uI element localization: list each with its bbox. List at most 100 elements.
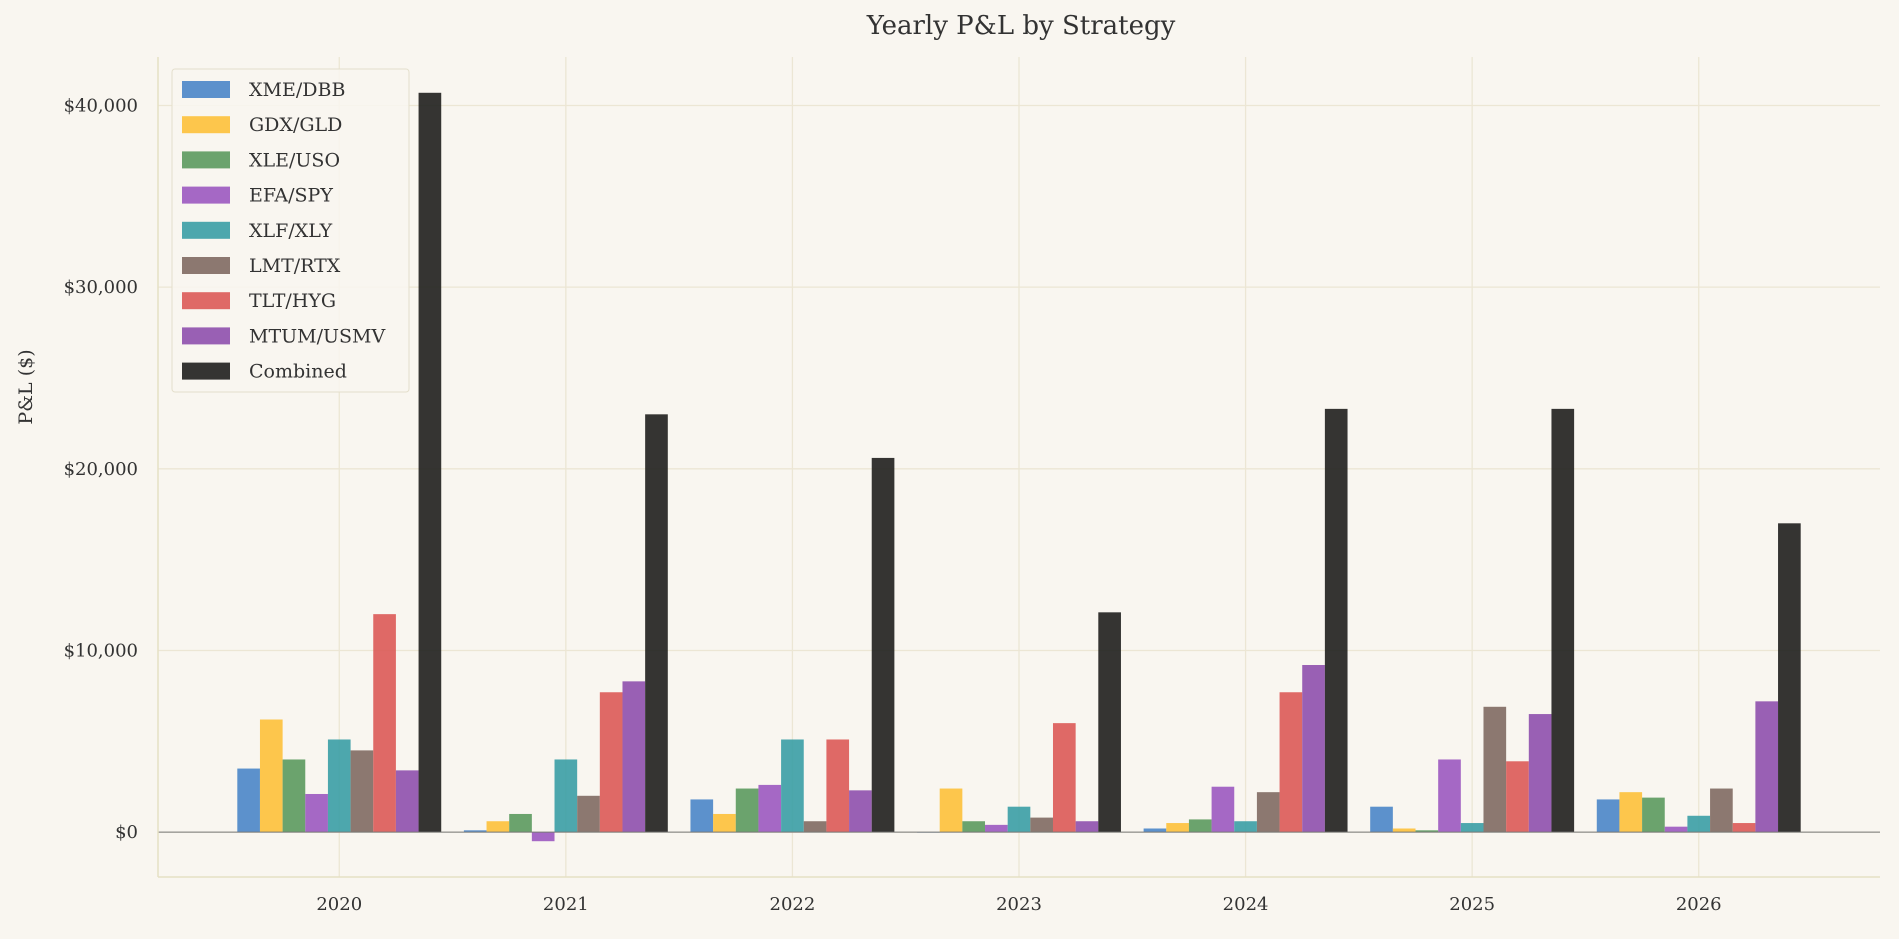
bar-lmt-rtx-2026 [1710,788,1733,833]
bar-tlt-hyg-2023 [1052,723,1076,833]
y-tick-label: $10,000 [64,640,138,661]
bar-efa-spy-2023 [985,824,1008,833]
legend-label: XLE/USO [249,149,340,171]
legend-label: XME/DBB [249,79,345,101]
bar-lmt-rtx-2022 [803,821,827,833]
legend-label: EFA/SPY [249,185,333,207]
x-tick-label: 2023 [996,894,1042,915]
bar-combined-2023 [1098,612,1121,833]
bar-mtum-usmv-2021 [622,681,646,833]
bar-combined-2020 [418,92,442,833]
bar-xlf-xly-2023 [1007,806,1031,833]
bar-xme-dbb-2026 [1596,799,1620,833]
bar-xme-dbb-2024 [1143,828,1167,833]
legend-swatch [182,292,230,310]
x-tick-label: 2022 [770,894,816,915]
legend-label: LMT/RTX [249,255,341,277]
bar-tlt-hyg-2020 [373,614,396,833]
bar-tlt-hyg-2022 [826,739,850,833]
bar-tlt-hyg-2026 [1732,823,1756,833]
bar-gdx-gld-2020 [259,719,283,833]
bar-tlt-hyg-2024 [1279,692,1303,833]
bar-efa-spy-2026 [1664,826,1688,833]
bar-lmt-rtx-2023 [1030,817,1053,833]
bar-mtum-usmv-2025 [1528,714,1552,833]
bar-xle-uso-2025 [1415,830,1439,833]
x-tick-label: 2020 [316,894,362,915]
x-tick-label: 2025 [1449,894,1495,915]
bar-mtum-usmv-2020 [395,770,419,833]
bar-gdx-gld-2025 [1392,828,1416,833]
chart-title: Yearly P&L by Strategy [866,11,1176,41]
bars [237,92,1801,842]
bar-mtum-usmv-2024 [1302,665,1325,833]
legend: XME/DBB GDX/GLD XLE/USO EFA/SPY XLF/XLY LMT/R… [171,68,410,393]
legend-label: GDX/GLD [249,114,342,136]
bar-gdx-gld-2024 [1166,823,1189,833]
bar-xle-uso-2023 [962,821,986,833]
y-tick-label: $0 [115,822,138,843]
bar-combined-2025 [1551,408,1575,833]
bar-lmt-rtx-2020 [350,750,374,833]
bar-xme-dbb-2020 [237,768,260,833]
bar-lmt-rtx-2021 [577,795,600,833]
x-tick-label: 2026 [1676,894,1722,915]
legend-swatch [182,151,230,169]
bar-combined-2021 [645,414,668,833]
legend-swatch [182,81,230,98]
bar-xle-uso-2021 [509,813,532,833]
bar-gdx-gld-2021 [486,821,510,833]
legend-label: Combined [249,361,347,383]
legend-swatch [182,327,230,345]
y-tick-label: $20,000 [64,459,138,480]
bar-xle-uso-2020 [282,759,306,833]
bar-mtum-usmv-2023 [1075,821,1099,833]
bar-xme-dbb-2022 [690,799,714,833]
axes: $0 $10,000 $20,000 $30,000 $40,000 2020 2021 20… [64,57,1880,915]
bar-xme-dbb-2021 [463,830,487,833]
bar-efa-spy-2020 [305,793,328,833]
bar-efa-spy-2021 [531,832,555,842]
bar-gdx-gld-2026 [1619,792,1643,833]
bar-combined-2026 [1778,523,1801,833]
legend-swatch [182,362,230,380]
legend-label: TLT/HYG [249,290,336,312]
bar-efa-spy-2022 [758,784,782,833]
bar-xlf-xly-2022 [781,739,804,833]
legend-swatch [182,186,230,204]
legend-box [171,68,410,393]
legend-swatch [182,257,230,274]
bar-gdx-gld-2023 [939,788,963,833]
bar-mtum-usmv-2022 [849,790,872,833]
bar-combined-2024 [1324,408,1348,833]
bar-efa-spy-2024 [1211,786,1235,833]
legend-swatch [182,221,230,239]
bar-lmt-rtx-2025 [1483,706,1507,833]
gridlines [158,57,1880,877]
legend-label: MTUM/USMV [249,325,385,347]
y-tick-label: $30,000 [64,277,138,298]
legend-swatch [182,116,230,134]
bar-efa-spy-2025 [1438,759,1461,833]
y-tick-label: $40,000 [64,96,138,117]
bar-xlf-xly-2026 [1687,815,1711,833]
bar-xlf-xly-2024 [1234,821,1257,833]
bar-xlf-xly-2021 [554,759,578,833]
bar-combined-2022 [871,457,895,833]
bar-gdx-gld-2022 [713,813,736,833]
bar-xle-uso-2022 [735,788,759,833]
x-tick-label: 2021 [543,894,589,915]
bar-mtum-usmv-2026 [1755,701,1779,833]
bar-lmt-rtx-2024 [1256,792,1280,833]
bar-xle-uso-2026 [1642,797,1665,833]
bar-xle-uso-2024 [1188,819,1212,833]
bar-xme-dbb-2025 [1370,806,1393,833]
bar-tlt-hyg-2025 [1506,761,1529,833]
legend-label: XLF/XLY [249,220,333,242]
bar-tlt-hyg-2021 [599,692,623,833]
bar-xlf-xly-2020 [327,739,351,833]
x-tick-label: 2024 [1223,894,1269,915]
bar-xlf-xly-2025 [1460,823,1484,833]
y-axis-label: P&L ($) [15,349,37,424]
